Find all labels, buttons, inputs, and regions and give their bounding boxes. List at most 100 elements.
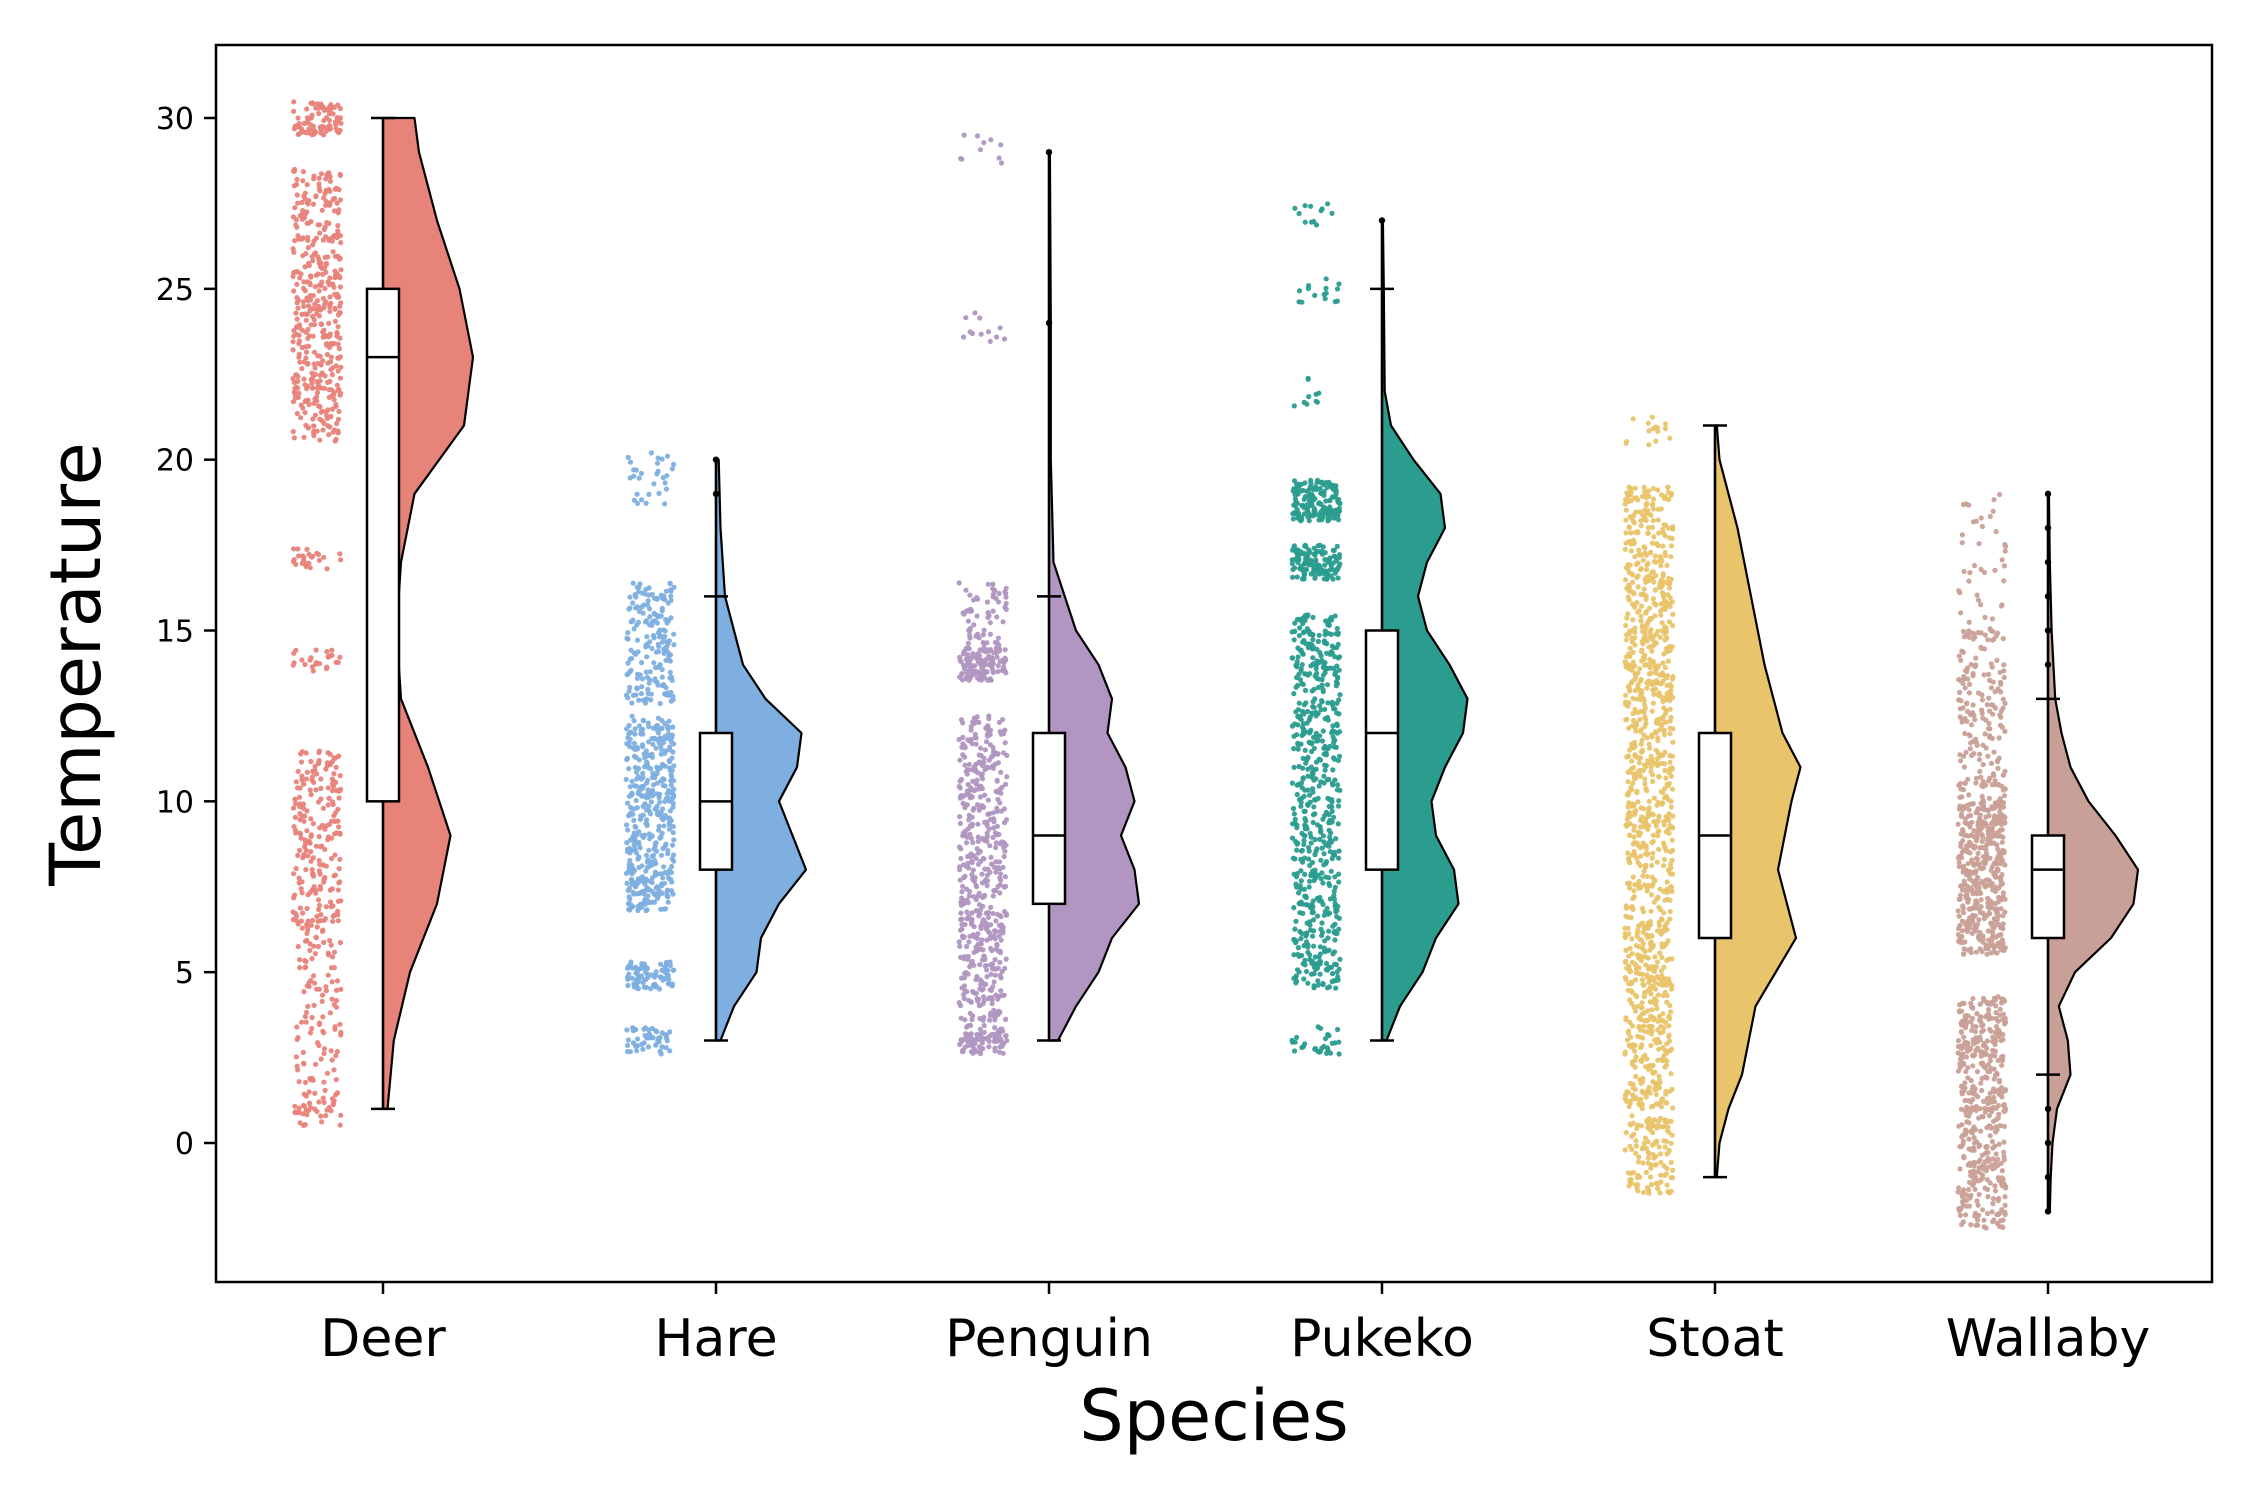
rain-point <box>1638 1123 1644 1129</box>
rain-point <box>327 308 333 314</box>
rain-point <box>995 884 1001 890</box>
rain-point <box>634 675 641 682</box>
rain-point <box>662 1032 668 1038</box>
rain-point <box>630 865 636 871</box>
rain-point <box>291 108 297 114</box>
rain-point <box>1640 873 1646 879</box>
rain-point <box>1654 974 1660 980</box>
rain-point <box>1329 971 1336 977</box>
rain-point <box>308 758 314 765</box>
rain-point <box>643 984 650 991</box>
rain-point <box>301 818 307 824</box>
rain-point <box>960 734 966 741</box>
rain-point <box>324 566 330 572</box>
rain-point <box>1664 600 1670 606</box>
rain-point <box>1662 421 1668 427</box>
rain-point <box>633 754 639 761</box>
rain-point <box>1639 603 1645 609</box>
rain-point <box>956 939 962 945</box>
rain-point <box>1981 1217 1987 1223</box>
rain-point <box>656 823 662 829</box>
rain-point <box>1649 756 1655 763</box>
rain-point <box>990 961 996 967</box>
rain-point <box>1625 594 1631 600</box>
rain-point <box>310 774 316 780</box>
rain-point <box>1667 718 1673 724</box>
rain-point <box>957 820 964 827</box>
rain-point <box>981 998 987 1004</box>
rain-point <box>1299 650 1305 656</box>
rain-point <box>318 171 324 177</box>
rain-point <box>1657 634 1663 640</box>
rain-point <box>630 580 636 586</box>
rain-point <box>1326 618 1332 624</box>
rain-point <box>637 581 643 587</box>
rain-point <box>964 771 970 777</box>
rain-point <box>1627 538 1633 544</box>
rain-point <box>1318 857 1324 863</box>
rain-point <box>667 669 673 676</box>
rain-point <box>671 967 677 973</box>
rain-point <box>643 852 650 858</box>
rain-point <box>1668 554 1674 560</box>
rain-point <box>1639 971 1645 977</box>
rain-point <box>1656 813 1662 819</box>
rain-point <box>635 619 642 626</box>
rain-point <box>637 902 644 908</box>
rain-point <box>1969 1015 1976 1022</box>
rain-point <box>1965 1162 1971 1168</box>
rain-point <box>1655 761 1661 768</box>
rain-point <box>1310 819 1316 826</box>
rain-point <box>1297 677 1303 683</box>
rain-point <box>992 972 998 978</box>
rain-point <box>648 691 654 697</box>
rain-point <box>984 937 990 943</box>
rain-point <box>290 399 296 405</box>
rain-point <box>332 1026 338 1032</box>
rain-point <box>1294 782 1300 788</box>
rain-point <box>998 937 1004 943</box>
rain-point <box>1627 832 1633 838</box>
rain-point <box>1317 951 1323 957</box>
rain-point <box>304 546 310 553</box>
rain-point <box>960 992 967 998</box>
rain-point <box>1650 968 1657 974</box>
rain-point <box>1337 787 1343 793</box>
rain-point <box>1296 299 1302 305</box>
rain-point <box>1300 765 1306 771</box>
rain-point <box>1655 1027 1661 1033</box>
rain-point <box>1630 649 1636 656</box>
rain-point <box>1644 852 1650 858</box>
rain-point <box>659 605 665 612</box>
rain-point <box>1657 1039 1663 1045</box>
rain-point <box>322 285 328 292</box>
rain-point <box>651 481 657 487</box>
rain-point <box>1979 1087 1985 1094</box>
rain-point <box>960 741 966 747</box>
rain-point <box>1641 697 1647 703</box>
rain-point <box>641 764 648 770</box>
rain-point <box>964 943 970 950</box>
rain-point <box>335 368 341 374</box>
rain-point <box>661 777 667 783</box>
rain-point <box>318 785 324 792</box>
rain-point <box>671 763 677 769</box>
rain-point <box>316 557 322 563</box>
rain-point <box>1329 702 1336 708</box>
rain-point <box>312 763 318 769</box>
rain-point <box>1290 516 1296 522</box>
rain-point <box>971 788 977 794</box>
rain-point <box>1312 797 1318 803</box>
rain-point <box>667 744 673 750</box>
rain-point <box>1634 790 1640 796</box>
rain-point <box>1641 762 1647 768</box>
rain-point <box>296 354 302 360</box>
rain-point <box>326 394 332 400</box>
rain-point <box>981 1029 987 1035</box>
rain-point <box>1667 681 1673 688</box>
rain-point <box>1311 971 1317 977</box>
rain-point <box>321 305 327 311</box>
rain-point <box>994 805 1000 811</box>
rain-point <box>1667 698 1673 704</box>
rain-point <box>977 647 983 653</box>
